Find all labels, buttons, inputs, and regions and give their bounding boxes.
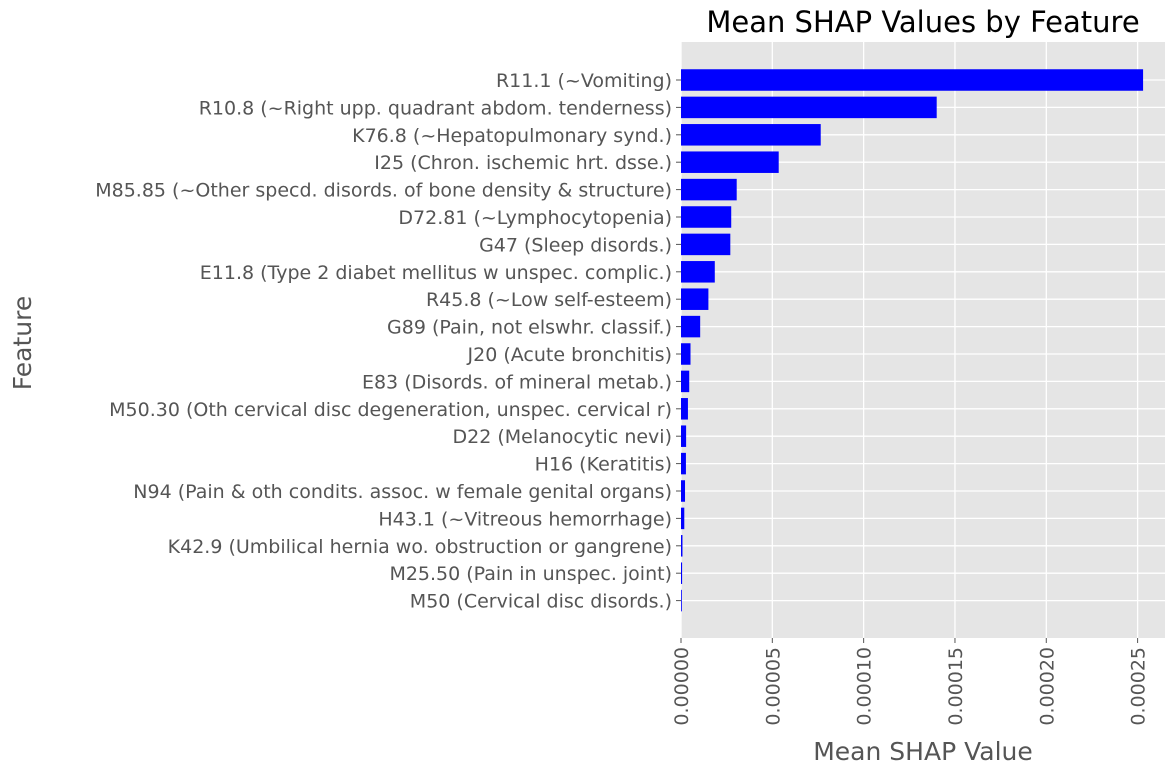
y-tick-label: E11.8 (Type 2 diabet mellitus w unspec. … [200, 262, 672, 284]
bar [681, 151, 779, 173]
bar [681, 398, 688, 420]
y-tick-label: K42.9 (Umbilical hernia wo. obstruction … [168, 536, 672, 558]
x-tick-label: 0.00025 [1128, 647, 1150, 726]
bar [681, 589, 682, 612]
y-tick-label: N94 (Pain & oth condits. assoc. w female… [133, 481, 672, 503]
bar [681, 206, 732, 228]
bar [681, 562, 683, 584]
bar [681, 452, 686, 475]
y-tick-label: H16 (Keratitis) [535, 454, 672, 476]
y-tick-label: M25.50 (Pain in unspec. joint) [389, 563, 672, 585]
y-tick-label: R45.8 (~Low self-esteem) [426, 289, 672, 311]
y-tick-label: G47 (Sleep disords.) [479, 234, 672, 256]
bar [681, 288, 709, 310]
y-tick-label: E83 (Disords. of mineral metab.) [362, 371, 672, 393]
y-tick-label: M85.85 (~Other specd. disords. of bone d… [95, 180, 672, 202]
y-axis-label: Feature [8, 296, 37, 390]
y-tick-label: I25 (Chron. ischemic hrt. dsse.) [374, 152, 672, 174]
y-tick-labels: R11.1 (~Vomiting) R10.8 (~Right upp. quad… [95, 70, 681, 613]
bar [681, 370, 690, 393]
bar [681, 343, 691, 365]
y-tick-label: D22 (Melanocytic nevi) [452, 426, 672, 448]
bar [681, 261, 715, 283]
y-tick-label: D72.81 (~Lymphocytopenia) [398, 207, 672, 229]
y-tick-label: M50.30 (Oth cervical disc degeneration, … [109, 399, 672, 421]
bar [681, 178, 737, 201]
x-tick-label: 0.00020 [1036, 647, 1058, 726]
bar [681, 233, 731, 256]
bar [681, 507, 685, 530]
bars [681, 69, 1144, 612]
y-tick-label: M50 (Cervical disc disords.) [410, 591, 672, 613]
y-tick-label: K76.8 (~Hepatopulmonary synd.) [352, 125, 672, 147]
x-tick-labels: 0.00000 0.00005 0.00010 0.00015 0.00020 0.000… [671, 638, 1150, 726]
y-tick-label: R11.1 (~Vomiting) [496, 70, 672, 92]
bar [681, 480, 686, 502]
bar [681, 535, 683, 557]
bar [681, 69, 1144, 91]
x-tick-label: 0.00015 [945, 647, 967, 726]
bar [681, 96, 937, 119]
bar [681, 425, 687, 447]
y-tick-label: H43.1 (~Vitreous hemorrhage) [378, 508, 672, 530]
x-axis-label: Mean SHAP Value [813, 737, 1033, 766]
x-tick-label: 0.00005 [762, 647, 784, 726]
x-tick-label: 0.00000 [671, 647, 693, 726]
bar [681, 124, 821, 146]
chart-title: Mean SHAP Values by Feature [706, 5, 1139, 39]
y-tick-label: G89 (Pain, not elswhr. classif.) [387, 317, 672, 339]
x-tick-label: 0.00010 [854, 647, 876, 726]
bar [681, 315, 701, 338]
y-tick-label: R10.8 (~Right upp. quadrant abdom. tende… [199, 97, 672, 119]
y-tick-label: J20 (Acute bronchitis) [467, 344, 673, 366]
